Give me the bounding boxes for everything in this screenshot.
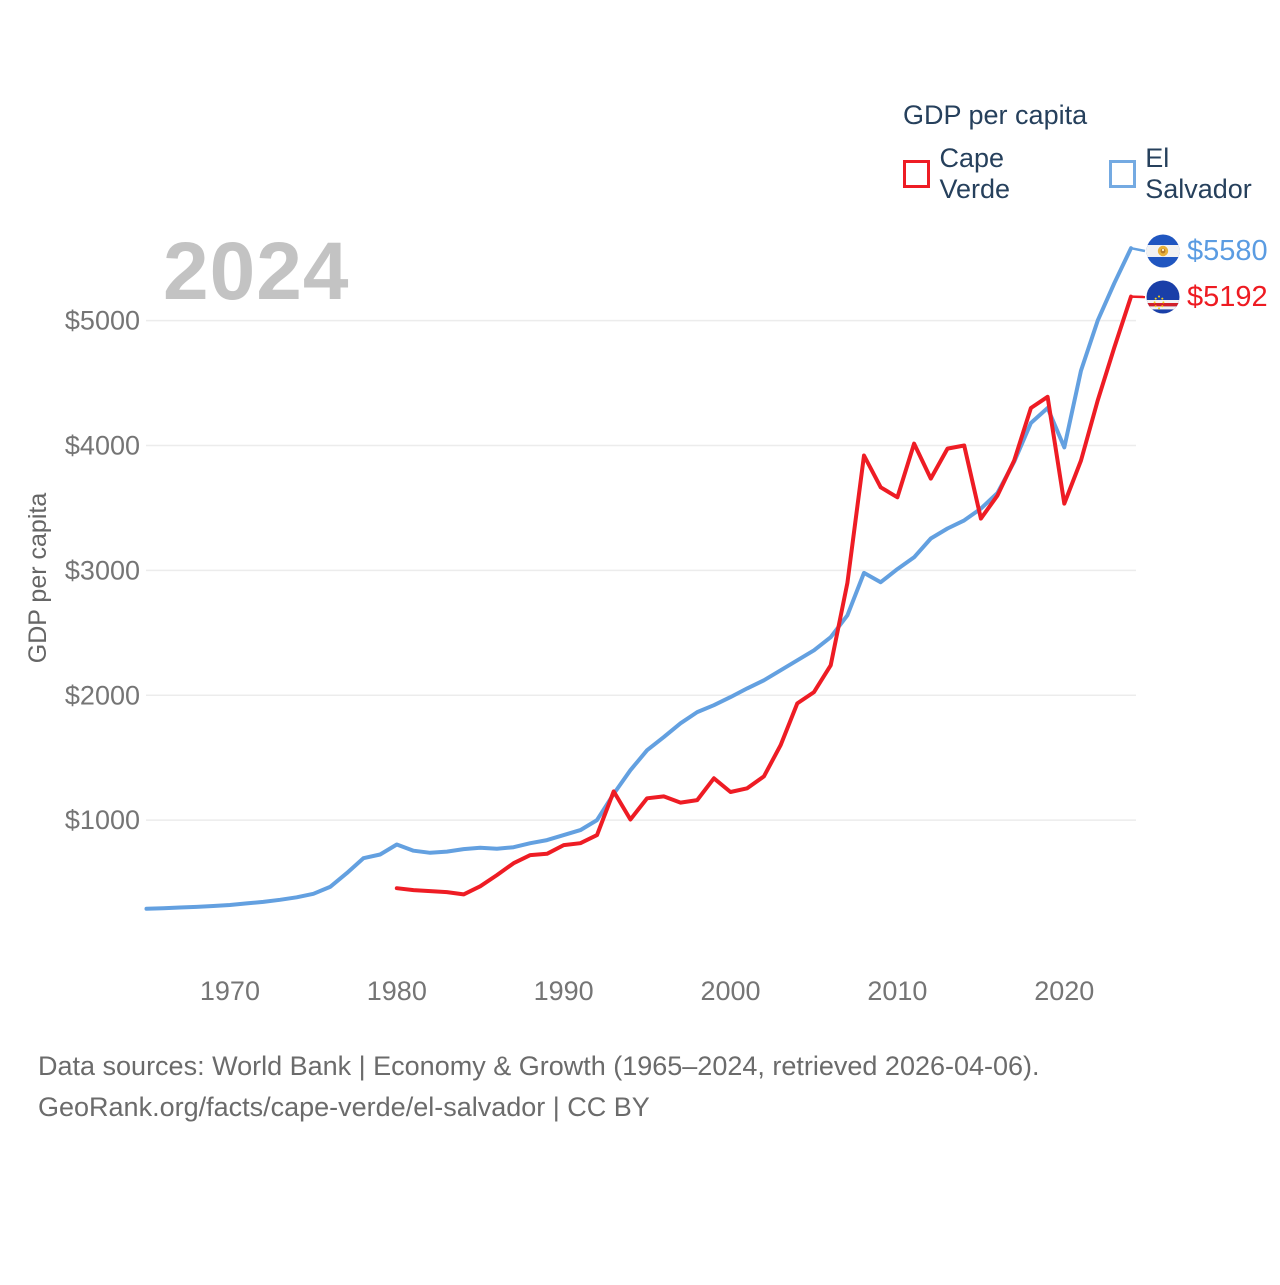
legend-row: Cape Verde El Salvador [903, 143, 1280, 205]
y-tick-label-2000: $2000 [65, 680, 140, 710]
cape-verde-flag-icon [1146, 280, 1180, 314]
watermark-year: 2024 [163, 225, 349, 319]
x-tick-label-1970: 1970 [200, 976, 260, 1006]
footer-attribution-line: GeoRank.org/facts/cape-verde/el-salvador… [38, 1087, 1040, 1128]
end-value-cape-verde: $5192 [1187, 281, 1268, 314]
legend-label-cape-verde: Cape Verde [939, 143, 1078, 205]
x-tick-label-1980: 1980 [367, 976, 427, 1006]
footer-sources-line: Data sources: World Bank | Economy & Gro… [38, 1046, 1040, 1087]
legend-item-cape-verde[interactable]: Cape Verde [903, 143, 1079, 205]
y-tick-label-3000: $3000 [65, 555, 140, 585]
x-tick-label-1990: 1990 [534, 976, 594, 1006]
end-label-el-salvador: $5580 [1146, 234, 1268, 268]
el-salvador-flag-icon [1146, 234, 1180, 268]
series-line-cape-verde[interactable] [397, 297, 1131, 895]
end-label-cape-verde: $5192 [1146, 280, 1268, 314]
legend-title: GDP per capita [903, 100, 1280, 131]
y-axis-title: GDP per capita [24, 493, 52, 664]
legend: GDP per capita Cape Verde El Salvador [903, 100, 1280, 205]
el-salvador-swatch-icon [1109, 160, 1136, 188]
end-value-el-salvador: $5580 [1187, 235, 1268, 268]
el-salvador-connector [1131, 248, 1145, 251]
y-tick-label-4000: $4000 [65, 431, 140, 461]
x-tick-label-2010: 2010 [867, 976, 927, 1006]
x-tick-label-2000: 2000 [701, 976, 761, 1006]
footer: Data sources: World Bank | Economy & Gro… [38, 1046, 1040, 1128]
legend-item-el-salvador[interactable]: El Salvador [1109, 143, 1280, 205]
x-tick-label-2020: 2020 [1034, 976, 1094, 1006]
legend-label-el-salvador: El Salvador [1145, 143, 1280, 205]
y-tick-label-1000: $1000 [65, 805, 140, 835]
y-tick-label-5000: $5000 [65, 306, 140, 336]
cape-verde-swatch-icon [903, 160, 930, 188]
